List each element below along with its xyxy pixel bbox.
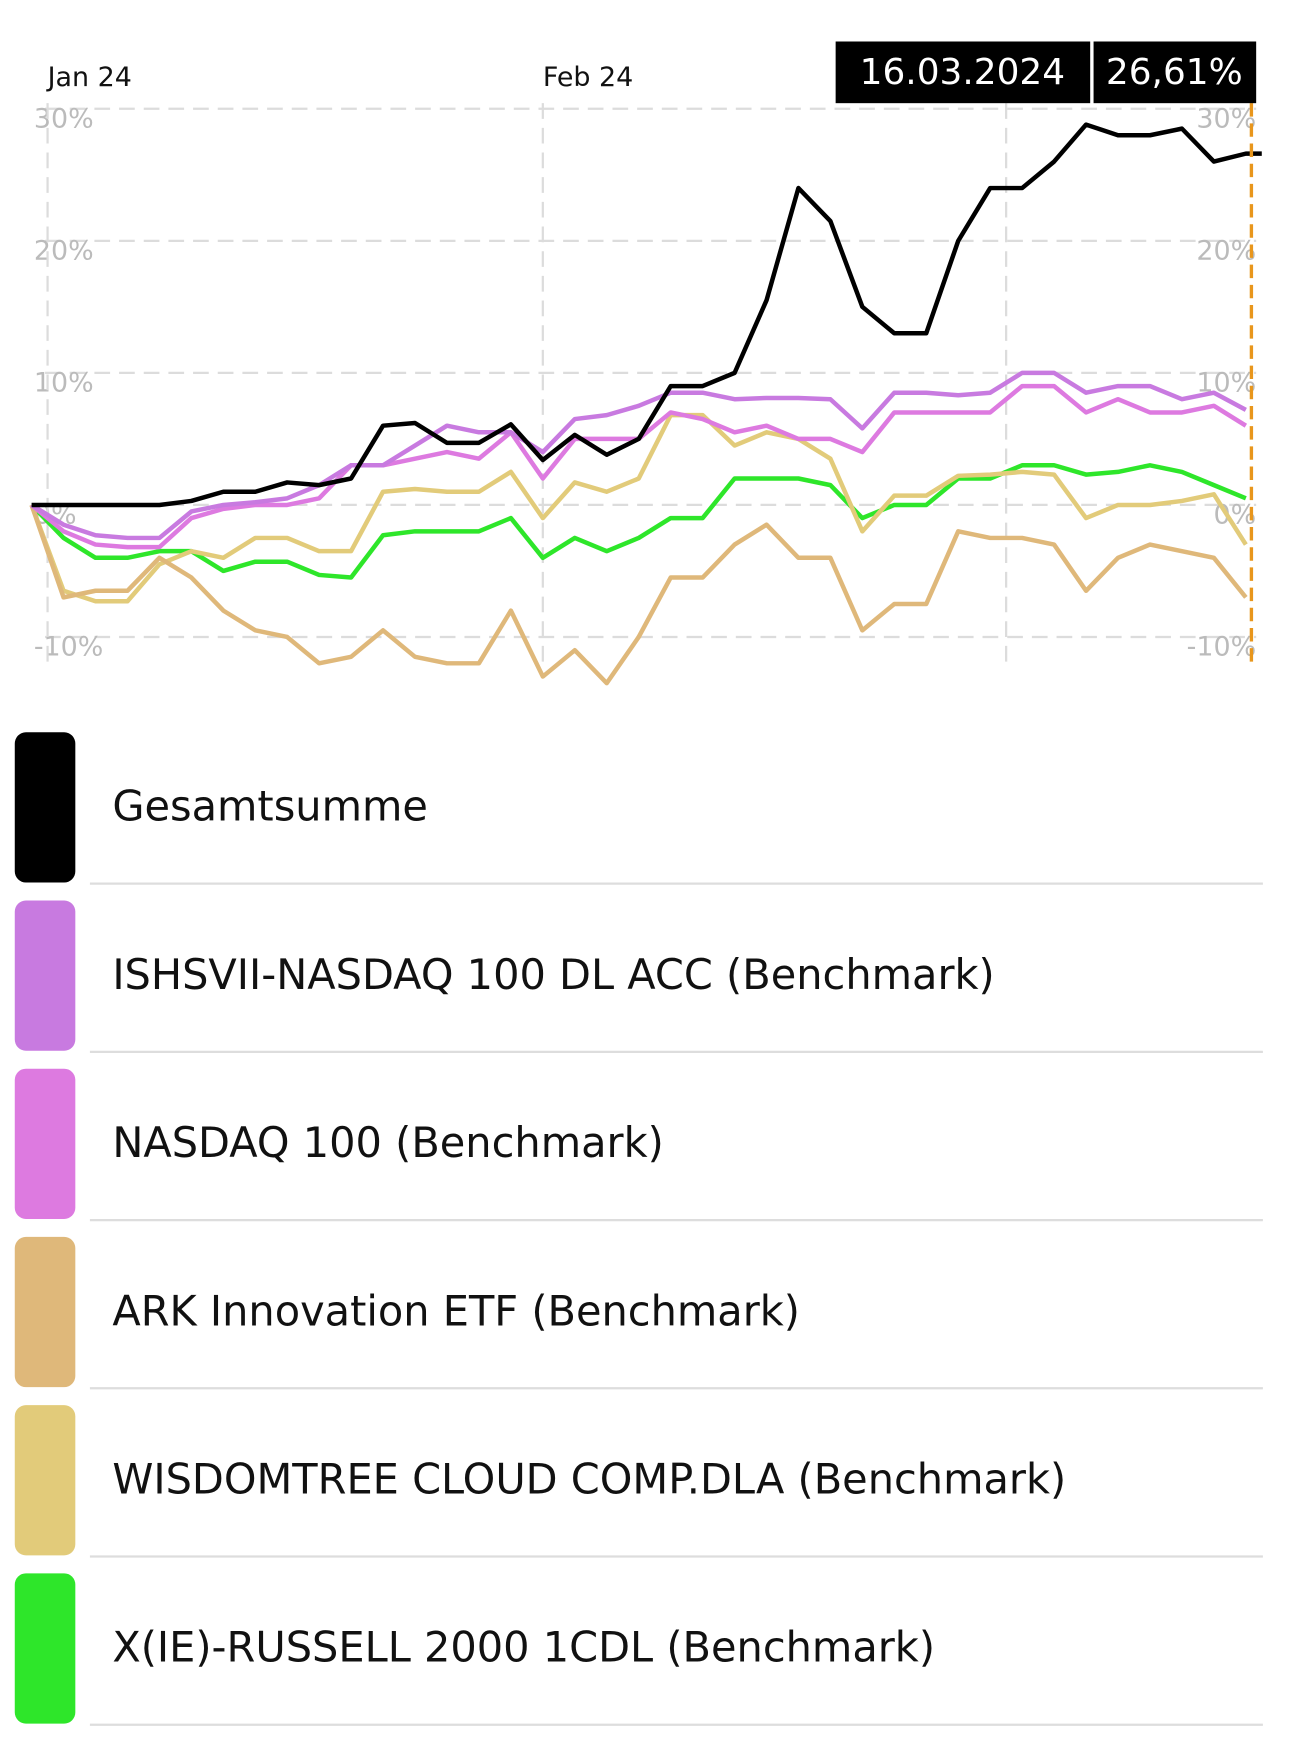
- legend-label: Gesamtsumme: [112, 782, 428, 831]
- tooltip-box: [835, 41, 1091, 104]
- tooltip-value: 26,61%: [1106, 52, 1243, 93]
- legend-swatch: [14, 1573, 76, 1724]
- legend-label: NASDAQ 100 (Benchmark): [112, 1118, 663, 1167]
- series-line: [29, 412, 1248, 604]
- legend-label: ISHSVII-NASDAQ 100 DL ACC (Benchmark): [112, 950, 994, 999]
- legend-label: X(IE)-RUSSELL 2000 1CDL (Benchmark): [112, 1623, 935, 1672]
- x-tick-label: Jan 24: [46, 62, 132, 93]
- series-line: [30, 370, 1247, 541]
- legend-item: WISDOMTREE CLOUD COMP.DLA (Benchmark): [14, 1405, 1263, 1558]
- tooltip-box: [1093, 41, 1257, 104]
- legend-label: ARK Innovation ETF (Benchmark): [112, 1286, 800, 1335]
- legend-item: X(IE)-RUSSELL 2000 1CDL (Benchmark): [14, 1573, 1263, 1726]
- legend-label: WISDOMTREE CLOUD COMP.DLA (Benchmark): [112, 1454, 1066, 1503]
- y-tick-label: 10%: [34, 368, 94, 399]
- legend-item: ISHSVII-NASDAQ 100 DL ACC (Benchmark): [14, 900, 1263, 1053]
- legend-swatch: [14, 732, 76, 883]
- legend-swatch: [14, 1068, 76, 1219]
- legend-item: NASDAQ 100 (Benchmark): [14, 1068, 1263, 1222]
- y-tick-label: 20%: [34, 236, 94, 267]
- legend-swatch: [14, 1405, 76, 1556]
- y-tick-label: 30%: [1196, 103, 1256, 134]
- x-tick-label: Feb 24: [543, 62, 633, 93]
- legend-item: Gesamtsumme: [14, 732, 1263, 885]
- series-line: [29, 504, 1248, 686]
- y-tick-label: -10%: [34, 632, 104, 663]
- series-line: [31, 122, 1262, 508]
- legend-swatch: [14, 900, 76, 1051]
- legend-item: ARK Innovation ETF (Benchmark): [14, 1236, 1263, 1390]
- y-tick-label: 20%: [1196, 236, 1256, 267]
- y-tick-label: 30%: [34, 103, 94, 134]
- series-line: [29, 463, 1247, 580]
- y-tick-label: -10%: [1187, 632, 1257, 663]
- tooltip-date: 16.03.2024: [860, 52, 1065, 93]
- legend-swatch: [14, 1236, 76, 1388]
